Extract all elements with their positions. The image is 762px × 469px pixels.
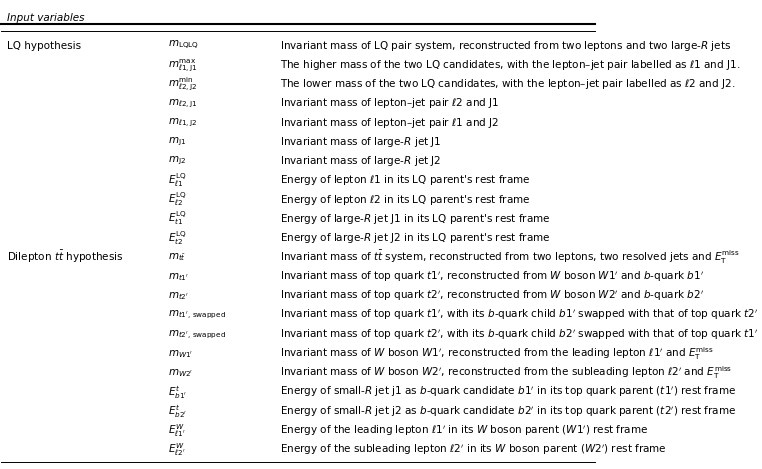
Text: $m_{\ell 2,\mathrm{J1}}$: $m_{\ell 2,\mathrm{J1}}$	[168, 97, 197, 109]
Text: $E^{\mathrm{LQ}}_{t2}$: $E^{\mathrm{LQ}}_{t2}$	[168, 229, 186, 247]
Text: Invariant mass of lepton–jet pair $\ell$1 and J2: Invariant mass of lepton–jet pair $\ell$…	[280, 115, 500, 129]
Text: $m_{t1'}$: $m_{t1'}$	[168, 271, 189, 283]
Text: Input variables: Input variables	[8, 13, 85, 23]
Text: Energy of large-$R$ jet J1 in its LQ parent's rest frame: Energy of large-$R$ jet J1 in its LQ par…	[280, 212, 551, 226]
Text: $E^{W}_{\ell 2'}$: $E^{W}_{\ell 2'}$	[168, 442, 185, 459]
Text: $m_{t2'}$: $m_{t2'}$	[168, 290, 189, 302]
Text: Energy of the leading lepton $\ell 1'$ in its $W$ boson parent ($W1'$) rest fram: Energy of the leading lepton $\ell 1'$ i…	[280, 424, 648, 438]
Text: Energy of the subleading lepton $\ell 2'$ in its $W$ boson parent ($W2'$) rest f: Energy of the subleading lepton $\ell 2'…	[280, 443, 668, 457]
Text: Invariant mass of top quark $t1'$, reconstructed from $W$ boson $W1'$ and $b$-qu: Invariant mass of top quark $t1'$, recon…	[280, 270, 704, 284]
Text: Dilepton $t\bar{t}$ hypothesis: Dilepton $t\bar{t}$ hypothesis	[8, 250, 123, 265]
Text: Energy of small-$R$ jet j2 as $b$-quark candidate $b2'$ in its top quark parent : Energy of small-$R$ jet j2 as $b$-quark …	[280, 404, 737, 419]
Text: Invariant mass of $W$ boson $W1'$, reconstructed from the leading lepton $\ell 1: Invariant mass of $W$ boson $W1'$, recon…	[280, 345, 714, 362]
Text: $E^{t}_{b1'}$: $E^{t}_{b1'}$	[168, 384, 187, 401]
Text: $E^{\mathrm{LQ}}_{\ell 1}$: $E^{\mathrm{LQ}}_{\ell 1}$	[168, 172, 186, 189]
Text: Invariant mass of $t\bar{t}$ system, reconstructed from two leptons, two resolve: Invariant mass of $t\bar{t}$ system, rec…	[280, 249, 740, 266]
Text: $m_{t1',\,\mathrm{swapped}}$: $m_{t1',\,\mathrm{swapped}}$	[168, 309, 226, 321]
Text: The higher mass of the two LQ candidates, with the lepton–jet pair labelled as $: The higher mass of the two LQ candidates…	[280, 58, 741, 72]
Text: $m_{W1'}$: $m_{W1'}$	[168, 348, 193, 360]
Text: Invariant mass of large-$R$ jet J1: Invariant mass of large-$R$ jet J1	[280, 135, 442, 149]
Text: $E^{W}_{\ell 1'}$: $E^{W}_{\ell 1'}$	[168, 423, 185, 439]
Text: LQ hypothesis: LQ hypothesis	[8, 40, 82, 51]
Text: $m_{W2'}$: $m_{W2'}$	[168, 367, 193, 379]
Text: Invariant mass of top quark $t2'$, with its $b$-quark child $b2'$ swapped with t: Invariant mass of top quark $t2'$, with …	[280, 327, 759, 342]
Text: Invariant mass of top quark $t2'$, reconstructed from $W$ boson $W2'$ and $b$-qu: Invariant mass of top quark $t2'$, recon…	[280, 289, 704, 303]
Text: Energy of large-$R$ jet J2 in its LQ parent's rest frame: Energy of large-$R$ jet J2 in its LQ par…	[280, 231, 551, 245]
Text: $m_{\mathrm{J2}}$: $m_{\mathrm{J2}}$	[168, 155, 186, 167]
Text: Invariant mass of lepton–jet pair $\ell$2 and J1: Invariant mass of lepton–jet pair $\ell$…	[280, 96, 500, 110]
Text: Invariant mass of top quark $t1'$, with its $b$-quark child $b1'$ swapped with t: Invariant mass of top quark $t1'$, with …	[280, 308, 759, 322]
Text: $m_{t2',\,\mathrm{swapped}}$: $m_{t2',\,\mathrm{swapped}}$	[168, 328, 226, 340]
Text: Energy of small-$R$ jet j1 as $b$-quark candidate $b1'$ in its top quark parent : Energy of small-$R$ jet j1 as $b$-quark …	[280, 385, 737, 400]
Text: $m_{\ell 1,\mathrm{J2}}$: $m_{\ell 1,\mathrm{J2}}$	[168, 116, 197, 129]
Text: Invariant mass of LQ pair system, reconstructed from two leptons and two large-$: Invariant mass of LQ pair system, recons…	[280, 38, 732, 53]
Text: Invariant mass of large-$R$ jet J2: Invariant mass of large-$R$ jet J2	[280, 154, 442, 168]
Text: $m_{\mathrm{J1}}$: $m_{\mathrm{J1}}$	[168, 136, 186, 148]
Text: Energy of lepton $\ell$1 in its LQ parent's rest frame: Energy of lepton $\ell$1 in its LQ paren…	[280, 174, 531, 187]
Text: $m_{t\bar{t}}$: $m_{t\bar{t}}$	[168, 251, 186, 263]
Text: Invariant mass of $W$ boson $W2'$, reconstructed from the subleading lepton $\el: Invariant mass of $W$ boson $W2'$, recon…	[280, 364, 733, 381]
Text: $E^{t}_{b2'}$: $E^{t}_{b2'}$	[168, 403, 187, 420]
Text: The lower mass of the two LQ candidates, with the lepton–jet pair labelled as $\: The lower mass of the two LQ candidates,…	[280, 77, 736, 91]
Text: $m^{\max}_{\ell 1,\mathrm{J1}}$: $m^{\max}_{\ell 1,\mathrm{J1}}$	[168, 57, 197, 73]
Text: Energy of lepton $\ell$2 in its LQ parent's rest frame: Energy of lepton $\ell$2 in its LQ paren…	[280, 193, 531, 207]
Text: $m^{\min}_{\ell 2,\mathrm{J2}}$: $m^{\min}_{\ell 2,\mathrm{J2}}$	[168, 76, 197, 93]
Text: $m_{\mathrm{LQLQ}}$: $m_{\mathrm{LQLQ}}$	[168, 39, 199, 52]
Text: $E^{\mathrm{LQ}}_{\ell 2}$: $E^{\mathrm{LQ}}_{\ell 2}$	[168, 191, 186, 208]
Text: $E^{\mathrm{LQ}}_{t1}$: $E^{\mathrm{LQ}}_{t1}$	[168, 210, 186, 227]
